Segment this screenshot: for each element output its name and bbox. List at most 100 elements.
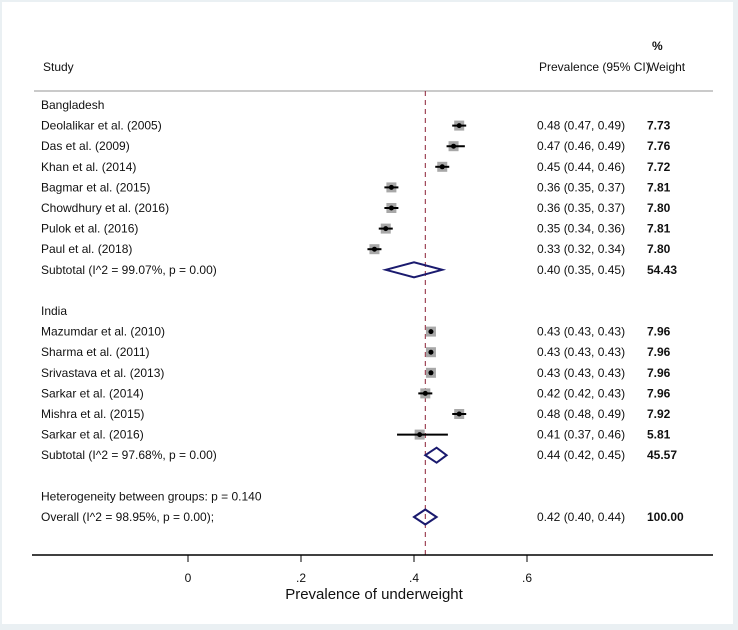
study-label: Chowdhury et al. (2016) <box>41 201 169 215</box>
row-study: Khan et al. (2014) 0.45 (0.44, 0.46) 7.72 <box>41 160 671 174</box>
subtotal-label: Subtotal (I^2 = 99.07%, p = 0.00) <box>41 263 217 277</box>
point-estimate <box>422 390 428 396</box>
row-study: Das et al. (2009) 0.47 (0.46, 0.49) 7.76 <box>41 139 671 153</box>
x-axis-label: Prevalence of underweight <box>285 586 463 603</box>
estimate-text: 0.47 (0.46, 0.49) <box>537 139 625 153</box>
study-label: Paul et al. (2018) <box>41 242 132 256</box>
row-overall: Overall (I^2 = 98.95%, p = 0.00); 0.42 (0… <box>41 508 684 526</box>
study-label: Khan et al. (2014) <box>41 160 136 174</box>
weight-text: 7.72 <box>647 160 671 174</box>
overall-label: Overall (I^2 = 98.95%, p = 0.00); <box>41 510 214 524</box>
row-study: Sarkar et al. (2014) 0.42 (0.42, 0.43) 7.9… <box>41 386 671 400</box>
row-study: Deolalikar et al. (2005) 0.48 (0.47, 0.49… <box>41 119 671 133</box>
row-study: Sharma et al. (2011) 0.43 (0.43, 0.43) 7.9… <box>41 345 671 359</box>
estimate-text: 0.42 (0.42, 0.43) <box>537 386 625 400</box>
header-study: Study <box>43 60 74 74</box>
weight-text: 7.76 <box>647 139 671 153</box>
weight-text: 7.96 <box>647 366 671 380</box>
weight-text: 54.43 <box>647 263 677 277</box>
group-label: Bangladesh <box>41 98 104 112</box>
study-label: Das et al. (2009) <box>41 139 130 153</box>
point-estimate <box>451 143 457 149</box>
row-study: Pulok et al. (2016) 0.35 (0.34, 0.36) 7.81 <box>41 222 671 236</box>
weight-text: 5.81 <box>647 428 671 442</box>
note-label: Heterogeneity between groups: p = 0.140 <box>41 489 262 503</box>
point-estimate <box>456 123 462 129</box>
x-tick-label: .6 <box>522 571 532 585</box>
row-study: Mazumdar et al. (2010) 0.43 (0.43, 0.43) 7… <box>41 325 671 339</box>
pooled-diamond <box>412 508 439 526</box>
estimate-text: 0.42 (0.40, 0.44) <box>537 510 625 524</box>
point-estimate <box>417 432 423 438</box>
estimate-text: 0.43 (0.43, 0.43) <box>537 366 625 380</box>
row-group: Bangladesh <box>41 98 104 112</box>
row-study: Sarkar et al. (2016) 0.41 (0.37, 0.46) 5.8… <box>41 428 671 442</box>
study-label: Srivastava et al. (2013) <box>41 366 164 380</box>
row-study: Chowdhury et al. (2016) 0.36 (0.35, 0.37)… <box>41 201 671 215</box>
weight-text: 100.00 <box>647 510 684 524</box>
point-estimate <box>428 370 434 376</box>
header-weight: Weight <box>648 60 686 74</box>
rows: Bangladesh Deolalikar et al. (2005) 0.48 (… <box>41 98 684 526</box>
study-label: Sharma et al. (2011) <box>41 345 150 359</box>
header-weight-percent: % <box>652 39 663 53</box>
weight-text: 7.92 <box>647 407 671 421</box>
header-estimate: Prevalence (95% CI) <box>539 60 650 74</box>
estimate-text: 0.43 (0.43, 0.43) <box>537 345 625 359</box>
study-label: Deolalikar et al. (2005) <box>41 119 162 133</box>
estimate-text: 0.35 (0.34, 0.36) <box>537 222 625 236</box>
estimate-text: 0.43 (0.43, 0.43) <box>537 325 625 339</box>
study-label: Pulok et al. (2016) <box>41 222 138 236</box>
x-tick-label: 0 <box>185 571 192 585</box>
estimate-text: 0.48 (0.48, 0.49) <box>537 407 625 421</box>
estimate-text: 0.44 (0.42, 0.45) <box>537 448 625 462</box>
estimate-text: 0.33 (0.32, 0.34) <box>537 242 625 256</box>
chart-frame: Study Prevalence (95% CI) % Weight Bangl… <box>2 2 733 624</box>
point-estimate <box>371 246 377 252</box>
weight-text: 45.57 <box>647 448 677 462</box>
subtotal-label: Subtotal (I^2 = 97.68%, p = 0.00) <box>41 448 217 462</box>
estimate-text: 0.45 (0.44, 0.46) <box>537 160 625 174</box>
weight-text: 7.96 <box>647 325 671 339</box>
point-estimate <box>456 411 462 417</box>
point-estimate <box>383 226 389 232</box>
point-estimate <box>388 205 394 211</box>
pooled-diamond <box>423 446 449 464</box>
weight-text: 7.80 <box>647 201 671 215</box>
weight-text: 7.81 <box>647 180 671 194</box>
weight-text: 7.96 <box>647 345 671 359</box>
study-label: Bagmar et al. (2015) <box>41 180 150 194</box>
row-study: Paul et al. (2018) 0.33 (0.32, 0.34) 7.80 <box>41 242 671 256</box>
study-label: Sarkar et al. (2014) <box>41 386 144 400</box>
x-axis: 0 .2 .4 .6 <box>32 554 713 585</box>
point-estimate <box>439 164 445 170</box>
row-subtotal: Subtotal (I^2 = 99.07%, p = 0.00) 0.40 (0… <box>41 261 677 279</box>
point-estimate <box>428 329 434 335</box>
row-group: India <box>41 304 67 318</box>
estimate-text: 0.36 (0.35, 0.37) <box>537 180 625 194</box>
study-label: Mishra et al. (2015) <box>41 407 144 421</box>
row-note: Heterogeneity between groups: p = 0.140 <box>41 489 262 503</box>
estimate-text: 0.41 (0.37, 0.46) <box>537 428 625 442</box>
study-label: Sarkar et al. (2016) <box>41 428 144 442</box>
point-estimate <box>388 184 394 190</box>
estimate-text: 0.40 (0.35, 0.45) <box>537 263 625 277</box>
row-study: Mishra et al. (2015) 0.48 (0.48, 0.49) 7.9… <box>41 407 671 421</box>
estimate-text: 0.36 (0.35, 0.37) <box>537 201 625 215</box>
weight-text: 7.73 <box>647 119 671 133</box>
x-tick-label: .2 <box>296 571 306 585</box>
x-tick-label: .4 <box>409 571 419 585</box>
weight-text: 7.81 <box>647 222 671 236</box>
row-subtotal: Subtotal (I^2 = 97.68%, p = 0.00) 0.44 (0… <box>41 446 677 464</box>
row-study: Bagmar et al. (2015) 0.36 (0.35, 0.37) 7.8… <box>41 180 671 194</box>
estimate-text: 0.48 (0.47, 0.49) <box>537 119 625 133</box>
point-estimate <box>428 349 434 355</box>
row-study: Srivastava et al. (2013) 0.43 (0.43, 0.43… <box>41 366 671 380</box>
group-label: India <box>41 304 67 318</box>
header: Study Prevalence (95% CI) % Weight <box>34 39 713 92</box>
weight-text: 7.80 <box>647 242 671 256</box>
study-label: Mazumdar et al. (2010) <box>41 325 165 339</box>
pooled-diamond <box>381 261 447 279</box>
weight-text: 7.96 <box>647 386 671 400</box>
